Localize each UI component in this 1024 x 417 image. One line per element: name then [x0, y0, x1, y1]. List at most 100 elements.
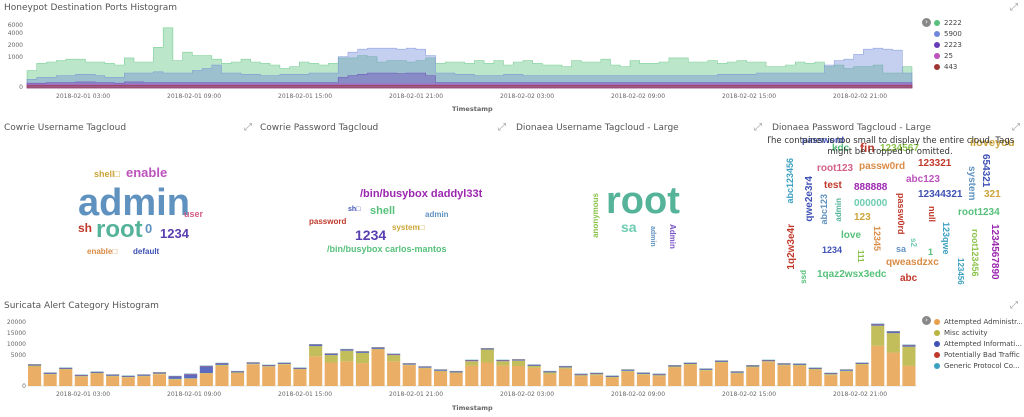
tag[interactable]: fin — [860, 141, 875, 155]
bar-segment — [590, 373, 604, 375]
bar-segment — [543, 371, 557, 373]
tag[interactable]: love — [841, 230, 862, 241]
tag[interactable]: test — [824, 180, 842, 191]
tag[interactable]: ssd — [799, 270, 808, 284]
bar-segment — [668, 366, 682, 368]
tag[interactable]: admin — [834, 198, 843, 222]
tag[interactable]: root — [96, 216, 143, 243]
tag[interactable]: shell□ — [94, 169, 120, 179]
tag[interactable]: 0 — [145, 221, 153, 236]
tag[interactable]: anonymous — [591, 193, 600, 238]
tag[interactable]: root123 — [817, 163, 854, 174]
bar-segment — [418, 367, 432, 369]
tag[interactable]: 1234 — [160, 226, 189, 241]
legend-item[interactable]: Potentially Bad Traffic — [934, 349, 1022, 360]
legend-item[interactable]: Attempted Administr... — [934, 316, 1022, 327]
dionaea-password-panel: Dionaea Password Tagcloud - Large ⤢ pass… — [768, 120, 1024, 292]
tag[interactable]: Admin — [668, 224, 677, 249]
tag[interactable]: sa — [896, 244, 907, 254]
cowrie-password-panel: Cowrie Password Tagcloud ⤢ /bin/busybox … — [256, 120, 512, 292]
tag[interactable]: abc123 — [819, 194, 829, 225]
legend-item[interactable]: Generic Protocol Co... — [934, 360, 1022, 371]
tag[interactable]: 12345 — [872, 226, 882, 252]
tag[interactable]: 123qwe — [941, 222, 951, 255]
legend-item[interactable]: 5900 — [934, 28, 1020, 39]
tag[interactable]: user — [184, 209, 204, 219]
expand-icon[interactable]: ⤢ — [1012, 122, 1020, 133]
tag[interactable]: 1234 — [822, 245, 843, 255]
tag[interactable]: admin — [78, 182, 190, 224]
legend-item[interactable]: 25 — [934, 50, 1020, 61]
tag[interactable]: 123456 — [956, 258, 965, 285]
ports-area-chart[interactable] — [0, 0, 1024, 118]
alert-bar-chart[interactable] — [0, 298, 1024, 417]
tag[interactable]: 888888 — [854, 182, 888, 193]
tag[interactable]: password — [802, 135, 845, 145]
bar-segment — [387, 355, 401, 362]
tag[interactable]: sh□ — [348, 206, 361, 213]
legend-item[interactable]: 2222 — [934, 17, 1020, 28]
tag[interactable]: 000000 — [854, 198, 888, 209]
tag[interactable]: kdc — [832, 143, 850, 154]
tag[interactable]: /bin/busybox daddyl33t — [360, 188, 483, 200]
legend-toggle-icon[interactable]: › — [922, 316, 931, 325]
tag[interactable]: 123321 — [918, 158, 952, 169]
tag[interactable]: 321 — [984, 189, 1001, 200]
tag[interactable]: abc123456 — [785, 158, 795, 204]
legend-toggle-icon[interactable]: › — [922, 18, 931, 27]
tag[interactable]: 12344321 — [918, 189, 963, 200]
tag[interactable]: null — [927, 206, 937, 222]
tag[interactable]: password — [309, 217, 347, 226]
tag[interactable]: 1234567890 — [989, 224, 1000, 280]
tag[interactable]: 1234567 — [880, 143, 919, 154]
tag[interactable]: admin — [425, 210, 449, 219]
tag[interactable]: root — [606, 180, 680, 222]
legend-label: 2222 — [944, 18, 962, 27]
tag[interactable]: qwe2e3r4 — [804, 176, 815, 222]
tag[interactable]: s2 — [909, 238, 918, 247]
y-tick: 2000 — [7, 42, 23, 49]
expand-icon[interactable]: ⤢ — [244, 122, 252, 133]
tag[interactable]: 1 — [928, 247, 934, 257]
tag[interactable]: abc — [900, 273, 918, 284]
x-tick: 2018-02-02 15:00 — [722, 391, 777, 398]
bar-segment — [855, 363, 869, 364]
tag[interactable]: admin — [649, 226, 656, 247]
bar-segment — [137, 376, 151, 386]
legend-item[interactable]: Attempted Informati... — [934, 338, 1022, 349]
legend-item[interactable]: 2223 — [934, 39, 1020, 50]
tag[interactable]: shell — [370, 205, 396, 217]
tag[interactable]: system — [966, 166, 977, 201]
tag[interactable]: enable — [126, 165, 168, 180]
tag[interactable]: 1qaz2wsx3edc — [817, 269, 887, 280]
tag[interactable]: root123456 — [970, 229, 980, 277]
expand-icon[interactable]: ⤢ — [754, 122, 762, 133]
tag[interactable]: abc123 — [906, 174, 940, 185]
tag[interactable]: /bin/busybox carlos-mantos — [327, 244, 447, 254]
tag[interactable]: passw0rd — [896, 193, 906, 235]
tag[interactable]: 123 — [854, 212, 871, 223]
tag[interactable]: enable□ — [87, 247, 118, 256]
bar-segment — [496, 365, 510, 386]
expand-icon[interactable]: ⤢ — [1010, 300, 1018, 311]
tag[interactable]: 111 — [856, 250, 865, 263]
expand-icon[interactable]: ⤢ — [1010, 2, 1018, 13]
legend-item[interactable]: 443 — [934, 61, 1020, 72]
tag[interactable]: 1234 — [355, 227, 387, 243]
tag[interactable]: root1234 — [958, 207, 1000, 218]
tag[interactable]: iloveyou — [970, 137, 1015, 149]
tag[interactable]: 654321 — [980, 154, 991, 188]
bar-segment — [496, 360, 510, 362]
legend-item[interactable]: Misc activity — [934, 327, 1022, 338]
tag[interactable]: sa — [621, 219, 637, 235]
tag[interactable]: passw0rd — [859, 161, 906, 172]
tag[interactable]: 1q2w3e4r — [786, 224, 797, 270]
tag[interactable]: default — [133, 247, 160, 256]
tag[interactable]: sh — [78, 221, 93, 235]
tag[interactable]: system□ — [392, 223, 425, 232]
expand-icon[interactable]: ⤢ — [498, 122, 506, 133]
bar-segment — [558, 366, 572, 368]
tag[interactable]: qweasdzxc — [886, 257, 939, 268]
bar-segment — [152, 372, 166, 374]
bar-segment — [106, 376, 120, 386]
